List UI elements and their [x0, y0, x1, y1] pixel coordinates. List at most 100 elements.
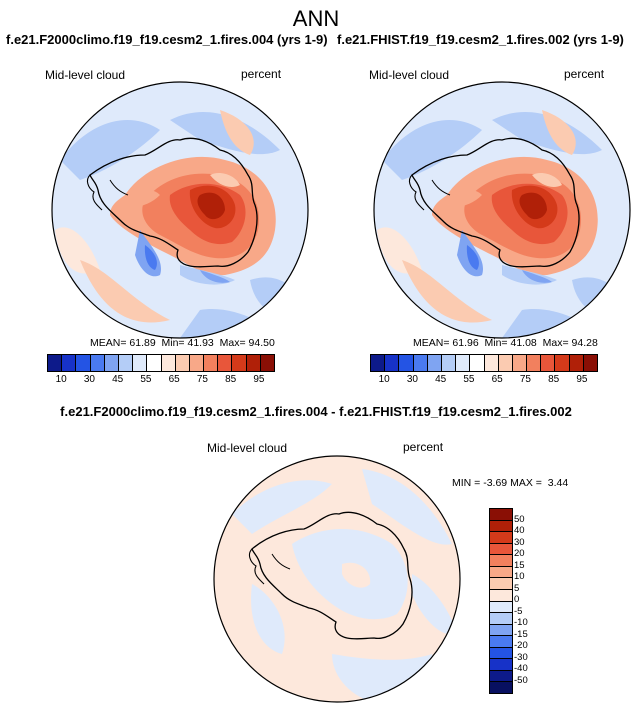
panel-2-stats: MEAN= 61.96 Min= 41.08 Max= 94.28	[413, 337, 598, 349]
panel-1-colorbar	[47, 354, 275, 372]
diff-colorbar-swatch	[490, 565, 512, 578]
colorbar-tick-label: 55	[463, 374, 475, 385]
diff-colorbar-tick-label: -40	[514, 663, 528, 674]
colorbar-swatch	[371, 355, 385, 371]
colorbar-swatch	[132, 355, 147, 371]
colorbar-tick-label: 95	[576, 374, 588, 385]
diff-colorbar-tick-label: -30	[514, 651, 528, 663]
colorbar-swatch	[540, 355, 555, 371]
colorbar-swatch	[217, 355, 232, 371]
diff-variable: Mid-level cloud	[207, 441, 288, 455]
diff-colorbar-swatch	[490, 509, 512, 520]
panel-1-polar-map	[51, 81, 309, 339]
colorbar-swatch	[440, 355, 456, 371]
colorbar-swatch	[174, 355, 189, 371]
colorbar-swatch	[103, 355, 118, 371]
colorbar-swatch	[483, 355, 498, 371]
colorbar-swatch	[245, 355, 260, 371]
colorbar-tick-label: 75	[519, 374, 531, 385]
diff-title: f.e21.F2000climo.f19_f19.cesm2_1.fires.0…	[60, 404, 572, 419]
panel-1-variable: Mid-level cloud	[45, 68, 126, 82]
diff-colorbar-tick-label: 40	[514, 525, 525, 536]
diff-colorbar-tick-label: 30	[514, 536, 525, 548]
panel-1-colorbar-labels: 10 30 45 55 65 75 85 95	[47, 374, 273, 385]
colorbar-tick-label: 85	[225, 374, 237, 385]
colorbar-tick-label: 65	[168, 374, 180, 385]
diff-colorbar-swatch	[490, 681, 512, 693]
panel-2-variable: Mid-level cloud	[369, 68, 450, 82]
diff-colorbar-tick-label: 20	[514, 548, 525, 559]
colorbar-swatch	[497, 355, 512, 371]
colorbar-swatch	[61, 355, 76, 371]
colorbar-tick-label: 85	[548, 374, 560, 385]
panel-1-stats: MEAN= 61.89 Min= 41.93 Max= 94.50	[90, 337, 275, 349]
diff-colorbar-swatch	[490, 542, 512, 555]
diff-colorbar-tick-label: -15	[514, 628, 528, 640]
diff-colorbar-tick-label: 5	[514, 582, 520, 594]
colorbar-swatch	[259, 355, 274, 371]
colorbar-tick-label: 10	[55, 374, 67, 385]
colorbar-swatch	[426, 355, 441, 371]
colorbar-swatch	[469, 355, 484, 371]
diff-colorbar-swatch	[490, 612, 512, 624]
panel-2-title: f.e21.FHIST.f19_f19.cesm2_1.fires.002 (y…	[337, 32, 624, 47]
panel-2-colorbar-labels: 10 30 45 55 65 75 85 95	[370, 374, 596, 385]
colorbar-tick-label: 30	[406, 374, 418, 385]
colorbar-tick-label: 30	[83, 374, 95, 385]
diff-colorbar-swatch	[490, 635, 512, 647]
diff-colorbar-tick-label: -5	[514, 605, 523, 617]
diff-colorbar-swatch	[490, 519, 512, 532]
colorbar-swatch	[188, 355, 204, 371]
colorbar-swatch	[203, 355, 218, 371]
colorbar-swatch	[384, 355, 399, 371]
diff-colorbar-swatch	[490, 600, 512, 613]
diff-units: percent	[403, 440, 444, 454]
colorbar-swatch	[526, 355, 541, 371]
colorbar-tick-label: 55	[140, 374, 152, 385]
diff-colorbar-tick-label: -10	[514, 617, 528, 628]
colorbar-tick-label: 75	[196, 374, 208, 385]
diff-colorbar-labels: 50 40 30 20 15 10 5 0 -5 -10 -15 -20 -30 -40 -50	[514, 508, 544, 692]
diff-colorbar-tick-label: -20	[514, 640, 528, 651]
panel-2-colorbar	[370, 354, 598, 372]
diff-colorbar-swatch	[490, 554, 512, 566]
colorbar-swatch	[146, 355, 161, 371]
colorbar-swatch	[75, 355, 90, 371]
colorbar-swatch	[554, 355, 569, 371]
diff-colorbar-swatch	[490, 577, 512, 589]
diff-colorbar-tick-label: 50	[514, 513, 525, 525]
diff-colorbar-swatch	[490, 669, 512, 682]
diff-colorbar-tick-label: 10	[514, 571, 525, 582]
diff-colorbar-swatch	[490, 658, 512, 670]
diff-colorbar-swatch	[490, 531, 512, 543]
colorbar-swatch	[511, 355, 527, 371]
colorbar-swatch	[455, 355, 470, 371]
diff-colorbar-swatch	[490, 623, 512, 636]
colorbar-swatch	[48, 355, 62, 371]
colorbar-swatch	[89, 355, 104, 371]
colorbar-tick-label: 65	[491, 374, 503, 385]
colorbar-swatch	[582, 355, 597, 371]
colorbar-swatch	[231, 355, 246, 371]
colorbar-swatch	[117, 355, 133, 371]
panel-2-units: percent	[564, 67, 605, 81]
diff-polar-map	[213, 455, 461, 703]
figure-title: ANN	[292, 6, 340, 31]
colorbar-tick-label: 45	[435, 374, 447, 385]
diff-colorbar-tick-label: 0	[514, 594, 520, 605]
panel-1-units: percent	[241, 67, 282, 81]
panel-1-title: f.e21.F2000climo.f19_f19.cesm2_1.fires.0…	[6, 32, 328, 47]
colorbar-swatch	[398, 355, 413, 371]
colorbar-tick-label: 95	[253, 374, 265, 385]
diff-minmax: MIN = -3.69 MAX = 3.44	[452, 477, 569, 489]
colorbar-tick-label: 10	[378, 374, 390, 385]
colorbar-swatch	[568, 355, 583, 371]
colorbar-swatch	[412, 355, 427, 371]
diff-colorbar-swatch	[490, 588, 512, 601]
diff-colorbar-tick-label: 15	[514, 559, 525, 571]
colorbar-swatch	[160, 355, 175, 371]
panel-2-polar-map	[373, 81, 631, 339]
colorbar-tick-label: 45	[112, 374, 124, 385]
diff-colorbar-tick-label: -50	[514, 674, 528, 686]
diff-colorbar	[489, 508, 513, 694]
